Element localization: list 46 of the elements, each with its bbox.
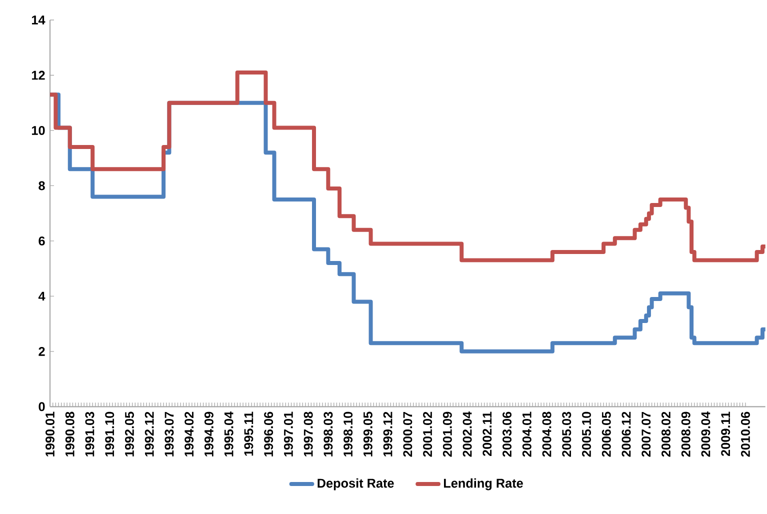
y-tick-label: 2: [38, 347, 45, 356]
x-tick-label: 2002.04: [462, 411, 472, 457]
legend-label: Deposit Rate: [318, 478, 394, 490]
x-tick-label: 2004.08: [542, 412, 552, 457]
x-tick-label: 1995.04: [224, 411, 234, 456]
y-tick-label: 14: [32, 16, 46, 24]
x-tick-label: 2006.12: [622, 412, 631, 457]
y-tick-label: 4: [38, 292, 46, 301]
x-tick-label: 1992.12: [144, 412, 154, 456]
x-tick-label: 2009.11: [721, 412, 730, 456]
x-tick-label: 2006.05: [602, 412, 611, 457]
x-tick-label: 2008.09: [681, 412, 690, 457]
x-tick-label: 1998.10: [344, 412, 353, 456]
x-tick-label: 1994.02: [184, 412, 194, 456]
x-tick-label: 2007.07: [642, 412, 651, 457]
x-tick-label: 2010.06: [740, 412, 750, 457]
x-tick-label: 2009.04: [701, 411, 710, 457]
x-tick-label: 1998.03: [324, 412, 333, 456]
x-tick-label: 2001.09: [442, 412, 452, 457]
x-tick-label: 2004.01: [522, 412, 532, 457]
y-tick-label: 8: [38, 181, 45, 190]
x-tick-label: 2005.03: [562, 412, 572, 457]
y-tick-label: 10: [32, 126, 45, 135]
x-tick-label: 2005.10: [582, 412, 591, 457]
x-tick-label: 1995.11: [244, 412, 254, 456]
x-tick-label: 1999.05: [363, 412, 372, 456]
x-tick-label: 1991.10: [105, 412, 114, 456]
x-tick-label: 2001.02: [423, 412, 432, 457]
x-tick-label: 1996.06: [264, 412, 274, 456]
y-tick-label: 0: [38, 402, 45, 412]
x-tick-label: 1993.07: [164, 412, 174, 456]
x-tick-label: 2002.11: [482, 412, 492, 456]
x-tick-label: 1997.01: [284, 412, 293, 456]
x-tick-label: 1990.01: [46, 412, 54, 456]
x-tick-label: 1991.03: [85, 412, 94, 456]
y-tick-label: 12: [32, 70, 45, 80]
y-tick-label: 6: [38, 236, 45, 246]
x-tick-label: 1992.05: [125, 412, 134, 456]
x-tick-label: 1999.12: [383, 412, 392, 456]
x-tick-label: 1994.09: [204, 412, 214, 456]
x-tick-label: 1990.08: [65, 412, 74, 456]
x-tick-label: 1997.08: [304, 412, 313, 456]
legend-label: Lending Rate: [444, 478, 523, 490]
x-tick-label: 2000.07: [403, 412, 412, 457]
x-tick-label: 2003.06: [502, 412, 512, 457]
x-tick-label: 2008.02: [662, 412, 670, 457]
